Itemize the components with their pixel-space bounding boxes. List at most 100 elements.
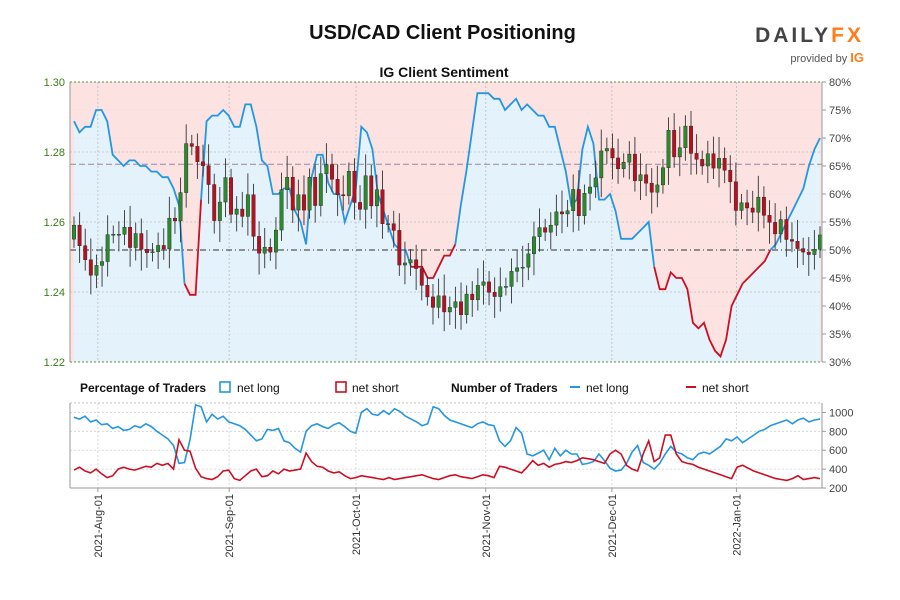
date-tick-label: 2021-Aug-01	[93, 494, 105, 558]
candle-up	[178, 192, 183, 222]
pct-net-short-line-1	[183, 199, 202, 296]
candle-down	[543, 227, 548, 233]
candle-up	[554, 211, 559, 226]
candle-up	[666, 130, 671, 168]
pct-tick-label: 40%	[829, 301, 851, 313]
candle-up	[156, 245, 161, 252]
candle-up	[223, 177, 228, 203]
traders-tick-label: 400	[829, 464, 847, 476]
candle-down	[77, 224, 82, 246]
candle-up	[509, 271, 514, 287]
candle-up	[279, 189, 284, 231]
candle-down	[161, 245, 166, 250]
candle-up	[677, 147, 682, 158]
candle-down	[700, 159, 705, 167]
candle-up	[436, 295, 441, 308]
candle-down	[431, 296, 435, 308]
candle-down	[560, 211, 564, 215]
candle-up	[403, 262, 407, 266]
candle-up	[661, 167, 665, 186]
pct-net-long-line-2	[200, 103, 412, 268]
candle-up	[739, 202, 744, 211]
candle-down	[801, 248, 806, 253]
candle-down	[201, 161, 205, 166]
candle-up	[111, 234, 116, 236]
candle-down	[610, 148, 615, 159]
candle-down	[380, 189, 385, 224]
pct-tick-label: 65%	[829, 161, 851, 173]
candle-down	[330, 164, 334, 180]
legend-pct-short-swatch	[335, 381, 347, 393]
candle-down	[745, 202, 750, 209]
candle-up	[94, 265, 99, 276]
candle-down	[728, 169, 733, 182]
candle-up	[537, 227, 542, 237]
candle-up	[520, 266, 525, 269]
candle-up	[515, 267, 520, 272]
pct-tick-label: 60%	[829, 189, 851, 201]
candle-up	[532, 236, 536, 255]
candle-down	[711, 153, 716, 169]
dailyfx-logo: DAILYFX provided by IG	[755, 24, 864, 65]
candle-down	[139, 233, 144, 250]
candle-up	[565, 210, 570, 215]
candle-up	[818, 234, 822, 250]
traders-tick-label: 800	[829, 426, 847, 438]
candle-down	[672, 130, 677, 158]
candle-down	[173, 217, 177, 222]
candle-up	[296, 194, 301, 211]
date-tick-label: 2021-Oct-01	[351, 494, 363, 555]
traders-tick-label: 600	[829, 445, 847, 457]
candle-up	[100, 261, 104, 266]
candle-up	[526, 253, 531, 268]
date-tick-label: 2021-Sep-01	[224, 494, 236, 558]
candle-down	[733, 181, 738, 211]
candle-down	[391, 223, 396, 231]
candle-down	[576, 189, 581, 216]
candle-down	[352, 171, 357, 203]
legend-num-long: net long	[586, 381, 629, 395]
candle-up	[346, 171, 351, 196]
net-long-area	[74, 93, 820, 362]
candle-up	[245, 194, 250, 217]
candle-up	[705, 153, 710, 167]
candle-down	[459, 301, 463, 315]
price-tick-label: 1.22	[44, 357, 65, 369]
candle-up	[683, 125, 688, 148]
traders-net-short-line	[73, 434, 821, 482]
sentiment-fill-layer	[70, 82, 822, 362]
candle-up	[133, 233, 138, 248]
candle-up	[116, 234, 121, 236]
candle-up	[604, 148, 609, 152]
candle-down	[750, 207, 755, 213]
candle-down	[206, 165, 211, 185]
price-tick-label: 1.28	[44, 147, 65, 159]
price-tick-label: 1.26	[44, 217, 65, 229]
price-axes: 1.22 1.24 1.26 1.28 1.30 30% 35% 40% 45% 50% 55% 60…	[44, 77, 852, 369]
candle-down	[644, 174, 649, 184]
candle-down	[290, 176, 295, 211]
traders-tick-label: 200	[829, 483, 847, 495]
pct-tick-label: 30%	[829, 357, 851, 369]
candle-up	[475, 285, 480, 300]
candle-up	[184, 143, 189, 193]
logo-ig: IG	[850, 50, 864, 65]
legend-pct-title: Percentage of Traders	[80, 381, 206, 395]
legend-pct-short: net short	[352, 381, 399, 395]
candle-down	[767, 215, 772, 223]
candle-down	[442, 295, 447, 313]
candle-down	[795, 241, 800, 249]
pct-tick-label: 50%	[829, 245, 851, 257]
pct-net-short-line-3	[411, 244, 457, 279]
candle-up	[503, 286, 508, 288]
pct-tick-label: 70%	[829, 133, 851, 145]
pct-tick-label: 55%	[829, 217, 851, 229]
chart-title: USD/CAD Client Positioning	[309, 22, 576, 44]
candle-down	[251, 194, 256, 237]
legend: Percentage of Traders net long net short…	[80, 381, 749, 395]
candle-down	[240, 208, 245, 217]
candle-down	[268, 246, 273, 253]
candle-up	[627, 153, 632, 163]
candle-up	[167, 217, 172, 250]
pct-net-short-line-5	[653, 249, 772, 359]
